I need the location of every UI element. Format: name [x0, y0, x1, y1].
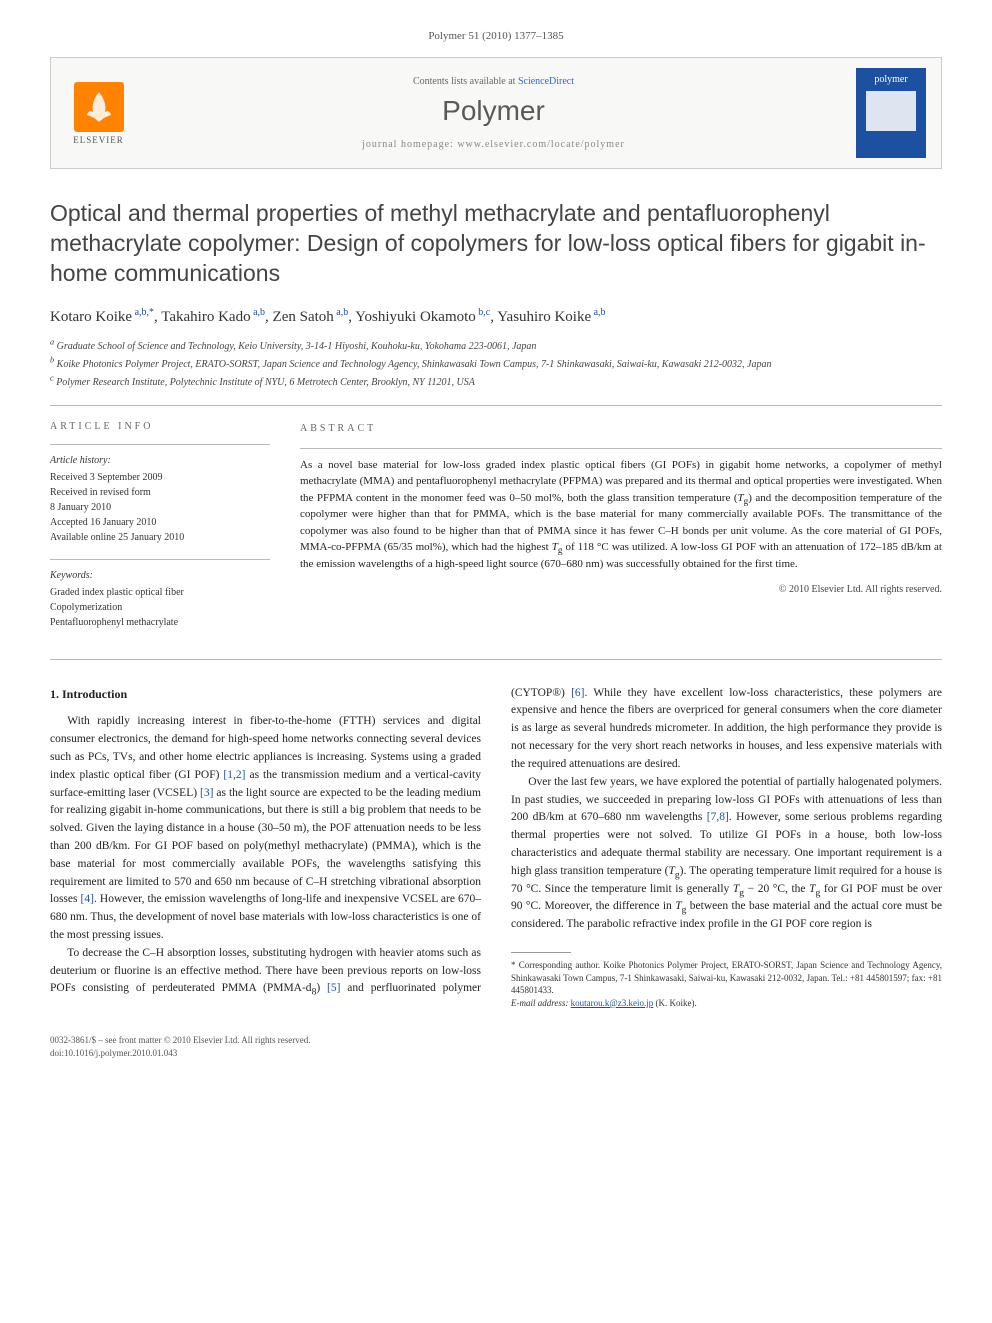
abstract-copyright: © 2010 Elsevier Ltd. All rights reserved… — [300, 582, 942, 597]
contents-prefix: Contents lists available at — [413, 76, 518, 87]
journal-homepage: journal homepage: www.elsevier.com/locat… — [131, 139, 856, 150]
history-label: Article history: — [50, 453, 270, 468]
journal-name: Polymer — [131, 95, 856, 127]
footer-issn: 0032-3861/$ – see front matter © 2010 El… — [50, 1034, 942, 1047]
affiliation: b Koike Photonics Polymer Project, ERATO… — [50, 358, 942, 372]
keyword: Pentafluorophenyl methacrylate — [50, 615, 270, 630]
journal-reference: Polymer 51 (2010) 1377–1385 — [50, 30, 942, 42]
cover-title: polymer — [874, 74, 907, 85]
email-footnote: E-mail address: koutarou.k@z3.keio.jp (K… — [511, 997, 942, 1010]
footer-doi: doi:10.1016/j.polymer.2010.01.043 — [50, 1047, 942, 1060]
history-line: 8 January 2010 — [50, 500, 270, 515]
sciencedirect-link[interactable]: ScienceDirect — [518, 76, 574, 87]
body-columns: 1. Introduction With rapidly increasing … — [50, 685, 942, 1010]
keyword: Graded index plastic optical fiber — [50, 585, 270, 600]
author-affil-sup: a,b — [251, 307, 265, 318]
cover-image-icon — [866, 91, 916, 131]
citation-link[interactable]: [7,8] — [707, 811, 729, 823]
body-p1: With rapidly increasing interest in fibe… — [50, 713, 481, 945]
divider — [50, 659, 942, 660]
author: Yoshiyuki Okamoto b,c — [355, 309, 490, 325]
citation-link[interactable]: [5] — [327, 982, 340, 994]
journal-cover-thumb[interactable]: polymer — [856, 68, 926, 158]
author-affil-sup: b,c — [476, 307, 490, 318]
author: Zen Satoh a,b — [273, 309, 349, 325]
journal-header: ELSEVIER Contents lists available at Sci… — [50, 57, 942, 169]
author-affil-sup: a,b — [591, 307, 605, 318]
contents-available-line: Contents lists available at ScienceDirec… — [131, 76, 856, 87]
divider — [50, 405, 942, 406]
history-line: Available online 25 January 2010 — [50, 530, 270, 545]
author-list: Kotaro Koike a,b,*, Takahiro Kado a,b, Z… — [50, 309, 942, 326]
body-p3: Over the last few years, we have explore… — [511, 774, 942, 934]
keyword: Copolymerization — [50, 600, 270, 615]
author: Kotaro Koike a,b,* — [50, 309, 154, 325]
homepage-prefix: journal homepage: — [362, 139, 457, 150]
author: Takahiro Kado a,b — [161, 309, 265, 325]
affiliation: c Polymer Research Institute, Polytechni… — [50, 376, 942, 390]
email-suffix: (K. Koike). — [653, 998, 697, 1008]
abstract-head: ABSTRACT — [300, 421, 942, 436]
history-line: Accepted 16 January 2010 — [50, 515, 270, 530]
elsevier-tree-icon — [74, 82, 124, 132]
citation-link[interactable]: [1,2] — [223, 769, 245, 781]
abstract-column: ABSTRACT As a novel base material for lo… — [300, 421, 942, 644]
history-line: Received in revised form — [50, 485, 270, 500]
affiliation: a Graduate School of Science and Technol… — [50, 340, 942, 354]
elsevier-logo[interactable]: ELSEVIER — [66, 76, 131, 151]
citation-link[interactable]: [6] — [571, 687, 584, 699]
article-info-head: ARTICLE INFO — [50, 421, 270, 432]
section-heading-intro: 1. Introduction — [50, 685, 481, 704]
email-link[interactable]: koutarou.k@z3.keio.jp — [571, 998, 654, 1008]
footer: 0032-3861/$ – see front matter © 2010 El… — [50, 1034, 942, 1059]
author-affil-sup: a,b,* — [132, 307, 154, 318]
history-line: Received 3 September 2009 — [50, 470, 270, 485]
citation-link[interactable]: [3] — [200, 787, 213, 799]
homepage-url[interactable]: www.elsevier.com/locate/polymer — [457, 139, 625, 150]
elsevier-label: ELSEVIER — [73, 135, 124, 145]
keywords-label: Keywords: — [50, 568, 270, 583]
email-label: E-mail address: — [511, 998, 571, 1008]
article-title: Optical and thermal properties of methyl… — [50, 199, 942, 289]
article-info-column: ARTICLE INFO Article history: Received 3… — [50, 421, 270, 644]
footnote-divider — [511, 952, 571, 953]
citation-link[interactable]: [4] — [81, 893, 94, 905]
corresponding-author-footnote: * Corresponding author. Koike Photonics … — [511, 959, 942, 997]
author-affil-sup: a,b — [334, 307, 348, 318]
author: Yasuhiro Koike a,b — [497, 309, 605, 325]
abstract-text: As a novel base material for low-loss gr… — [300, 457, 942, 573]
